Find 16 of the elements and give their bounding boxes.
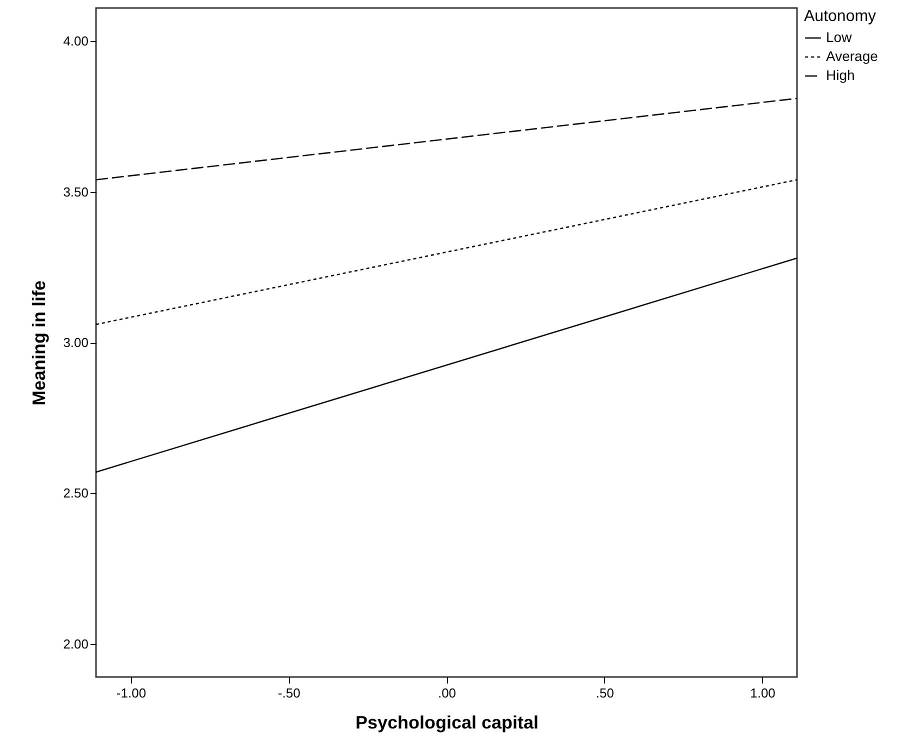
y-tick-label: 2.50 [63, 486, 88, 501]
y-tick-label: 3.50 [63, 184, 88, 200]
legend-title: Autonomy [804, 8, 876, 25]
x-tick-label: -1.00 [116, 686, 146, 700]
x-tick-label: .00 [438, 686, 456, 700]
y-tick-label: 4.00 [63, 34, 88, 49]
legend-label: Average [826, 48, 878, 64]
y-tick-label: 3.00 [63, 335, 88, 350]
legend-label: Low [826, 29, 853, 45]
x-tick-label: .50 [596, 686, 614, 700]
x-tick-label: -.50 [278, 686, 300, 700]
y-tick-label: 2.00 [63, 636, 88, 652]
x-axis-title: Psychological capital [355, 712, 539, 732]
legend-label: High [826, 67, 855, 83]
x-tick-label: 1.00 [750, 686, 776, 700]
y-axis-title: Meaning in life [29, 280, 50, 406]
